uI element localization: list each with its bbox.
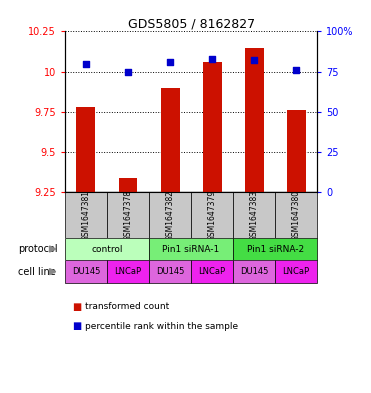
Bar (203, 62, 221, 193)
Bar (65, 238, 149, 260)
Text: GSM1647383: GSM1647383 (250, 189, 259, 241)
Text: DU145: DU145 (72, 267, 100, 276)
Bar (65, 260, 107, 283)
Point (209, 56, 215, 62)
Bar (233, 260, 275, 283)
Bar (275, 260, 317, 283)
Text: LNCaP: LNCaP (198, 267, 226, 276)
Bar (65, 193, 107, 238)
Text: Pin1 siRNA-1: Pin1 siRNA-1 (162, 244, 220, 253)
Text: control: control (91, 244, 123, 253)
Text: Pin1 siRNA-2: Pin1 siRNA-2 (247, 244, 304, 253)
Bar (287, 110, 306, 193)
Text: percentile rank within the sample: percentile rank within the sample (85, 322, 239, 331)
Bar (149, 193, 191, 238)
Text: DU145: DU145 (156, 267, 184, 276)
Text: GSM1647380: GSM1647380 (292, 189, 301, 241)
Point (125, 68, 131, 75)
Bar (233, 238, 317, 260)
Text: GSM1647379: GSM1647379 (208, 189, 217, 241)
Text: GSM1647378: GSM1647378 (124, 189, 132, 241)
Point (167, 59, 173, 65)
Text: ■: ■ (72, 301, 82, 312)
Bar (245, 48, 263, 193)
Bar (149, 260, 191, 283)
Text: LNCaP: LNCaP (283, 267, 310, 276)
Bar (76, 107, 95, 193)
Text: LNCaP: LNCaP (114, 267, 142, 276)
Bar (149, 238, 233, 260)
Bar (118, 178, 137, 193)
Text: transformed count: transformed count (85, 302, 170, 311)
Text: cell line: cell line (18, 266, 56, 277)
Bar (191, 260, 233, 283)
Point (293, 67, 299, 73)
Bar (107, 193, 149, 238)
Title: GDS5805 / 8162827: GDS5805 / 8162827 (128, 17, 255, 30)
Bar (161, 88, 180, 193)
Bar (191, 193, 233, 238)
Bar (107, 260, 149, 283)
Text: protocol: protocol (18, 244, 58, 254)
Text: GSM1647382: GSM1647382 (165, 189, 174, 241)
Bar (275, 193, 317, 238)
Point (83, 61, 89, 67)
Text: ■: ■ (72, 321, 82, 331)
Text: GSM1647381: GSM1647381 (82, 189, 91, 241)
Text: DU145: DU145 (240, 267, 268, 276)
Bar (233, 193, 275, 238)
Point (251, 57, 257, 64)
